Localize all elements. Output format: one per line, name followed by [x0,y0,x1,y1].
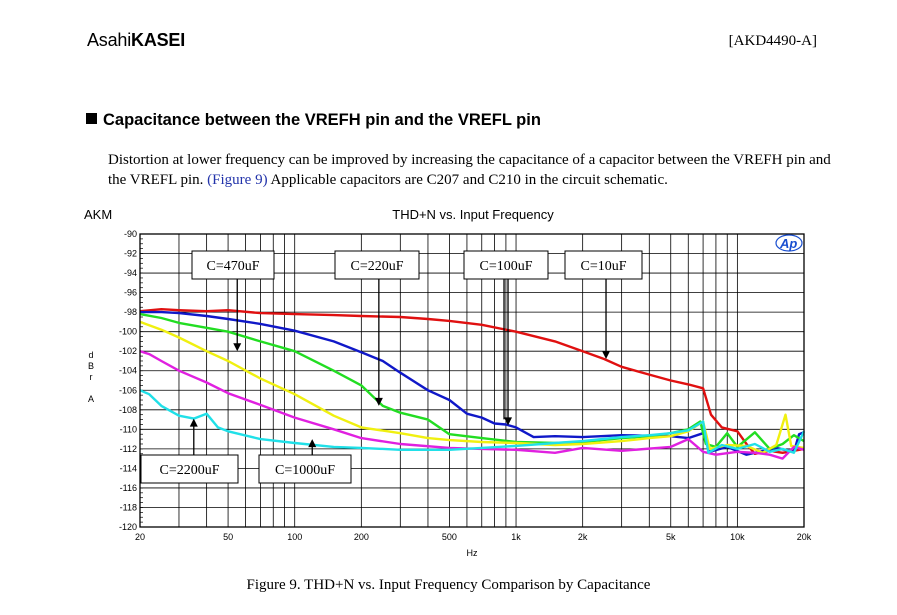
annotation-box [258,454,352,484]
y-tick-label: -116 [120,483,137,493]
figure-link[interactable]: (Figure 9) [207,172,268,188]
series-lines [139,308,806,460]
y-axis-label-char: r [90,372,93,382]
y-axis-label-char: B [88,361,94,371]
series-line-6 [139,389,806,454]
annotation-arrow-head [504,417,513,426]
y-tick-label: -92 [124,249,137,259]
y-tick-label: -108 [119,405,137,415]
y-tick-label: -98 [124,307,137,317]
y-axis-label-char: A [88,394,94,404]
y-axis-label: dBr A [88,350,94,404]
bullet-square-icon [86,113,97,124]
y-tick-label: -106 [119,385,137,395]
x-tick-label: 100 [287,532,302,542]
document-id: [AKD4490-A] [728,33,817,49]
plot-area [140,234,804,527]
y-tick-label: -104 [119,366,137,376]
annotations: C=470uF C=220uF C=100uF C=10uF C=2200uF C=100… [140,250,643,484]
annotation-label: C=100uF [479,259,532,274]
annotation-label: C=10uF [580,259,626,274]
y-tick-label: -118 [120,502,137,512]
section-heading: Capacitance between the VREFH pin and th… [86,111,541,130]
chart-brand: AKM [84,207,112,222]
series-line-5 [139,350,805,460]
annotation-arrow-head [233,343,242,352]
y-tick-label: -110 [120,424,137,434]
x-tick-label: 20 [135,532,145,542]
series-line-2 [140,310,805,456]
x-tick-label: 2k [578,532,588,542]
annotation-box [564,250,643,280]
annotation-box [140,454,239,484]
annotation-box [191,250,275,280]
logo-part-kasei: KASEI [131,30,186,50]
x-tick-label: 500 [442,532,457,542]
paragraph-text-2: Applicable capacitors are C207 and C210 … [267,172,668,188]
asahi-kasei-logo: AsahiKASEI [87,30,185,51]
ap-watermark-ring [775,234,803,252]
ap-watermark: Ap [779,236,797,251]
y-tick-label: -112 [120,444,137,454]
logo-part-asahi: Asahi [87,30,132,50]
y-tick-labels: -90 -92 -94 -96 -98 -100 -102 -104 -106 -108 -110 -… [119,229,137,532]
series-line-4 [139,320,805,454]
figure-caption: Figure 9. THD+N vs. Input Frequency Comp… [246,577,651,593]
x-tick-label: 20k [797,532,812,542]
x-tick-label: 5k [666,532,676,542]
x-tick-label: 1k [511,532,521,542]
annotation-arrow-head [602,351,611,360]
y-tick-label: -96 [124,288,137,298]
annotation-box [463,250,549,280]
annotation-arrow-head [308,439,317,448]
y-tick-label: -120 [119,522,137,532]
y-tick-label: -94 [124,268,137,278]
y-axis-label-char: d [88,350,93,360]
x-tick-labels: 20 50 100 200 500 1k 2k 5k 10k 20k [135,532,812,542]
annotation-label: C=2200uF [159,463,219,478]
y-tick-label: -102 [119,346,137,356]
annotation-box [334,250,420,280]
y-tick-label: -90 [124,229,137,239]
body-paragraph: Distortion at lower frequency can be imp… [108,150,838,190]
series-line-1 [139,308,805,455]
plot-frame [139,233,805,528]
paragraph-text-1: Distortion at lower frequency can be imp… [108,152,831,188]
annotation-label: C=470uF [206,259,259,274]
annotation-arrow-head [374,397,383,406]
annotation-arrow-head [189,418,198,427]
y-tick-label: -100 [119,327,137,337]
chart-title: THD+N vs. Input Frequency [392,207,554,222]
y-tick-label: -114 [120,463,137,473]
annotation-label: C=1000uF [275,463,335,478]
section-heading-text: Capacitance between the VREFH pin and th… [103,111,541,129]
x-tick-label: 50 [223,532,233,542]
thd-chart: AKM THD+N vs. Input Frequency -90-92-94-… [84,207,812,558]
x-axis-label: Hz [467,548,478,558]
x-tick-label: 10k [730,532,745,542]
annotation-label: C=220uF [350,259,403,274]
x-tick-label: 200 [354,532,369,542]
